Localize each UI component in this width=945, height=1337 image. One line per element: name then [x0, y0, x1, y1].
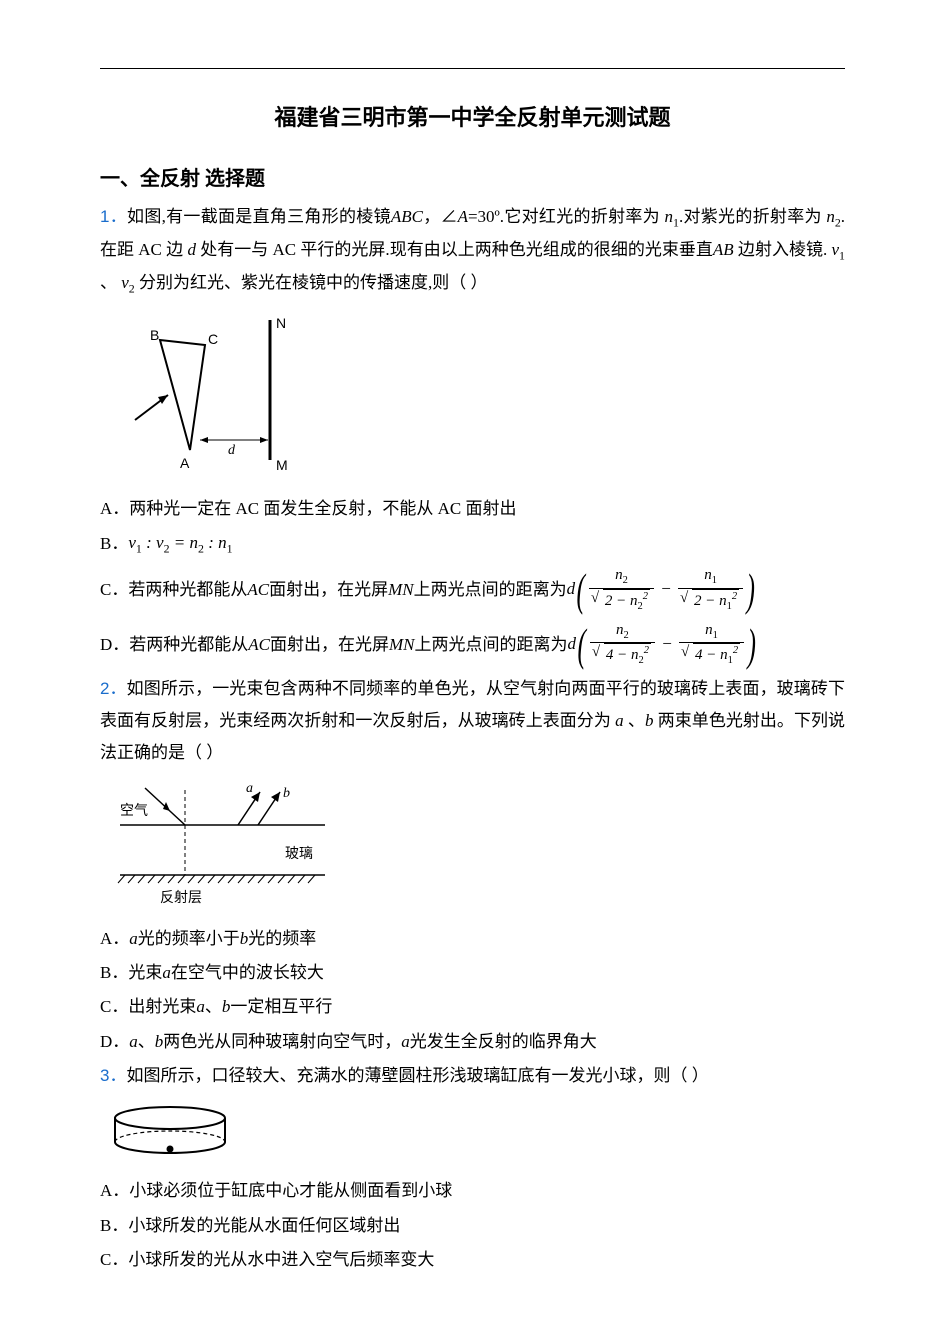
q2-part-b: 、 [624, 711, 645, 730]
q1-part-h: 、 [100, 273, 117, 292]
question-3-text: 3．如图所示，口径较大、充满水的薄壁圆柱形浅玻璃缸底有一发光小球，则（ ） [100, 1060, 845, 1092]
q1-optc-formula: d ( n2 2 − n22 − n1 2 − n12 ) [567, 566, 753, 614]
q2-fig-glass: 玻璃 [285, 845, 313, 862]
document-title: 福建省三明市第一中学全反射单元测试题 [100, 100, 845, 132]
q1-option-b: B． v1 : v2 = n2 : n1 [100, 527, 845, 560]
q1-fig-A: A [180, 455, 190, 471]
q1-number: 1． [100, 207, 127, 226]
question-1-text: 1．如图,有一截面是直角三角形的棱镜ABC，∠A=30º.它对红光的折射率为 n… [100, 201, 845, 300]
q1-option-d: D．若两种光都能从 AC 面射出，在光屏 MN 上两光点间的距离为 d ( n2… [100, 621, 845, 669]
q1-part-c: =30º.它对红光的折射率为 [468, 207, 660, 226]
q2-fig-air: 空气 [120, 803, 148, 819]
q1-optd-formula: d ( n2 4 − n22 − n1 4 − n12 ) [568, 621, 754, 669]
q2-option-b: B．光束 a 在空气中的波长较大 [100, 957, 845, 989]
q2-a: a [615, 711, 624, 730]
q1-prism-svg: N M B C A d [100, 310, 320, 480]
q2-glass-svg: a b 空气 玻璃 反射层 [100, 780, 340, 910]
q1-A: A [458, 207, 468, 226]
q1-part-f: 处有一与 AC 平行的光屏.现有由以上两种色光组成的很细的光束垂直 [196, 240, 713, 259]
section-heading: 一、全反射 选择题 [100, 162, 845, 191]
q1-figure: N M B C A d [100, 310, 845, 485]
q3-option-b: B．小球所发的光能从水面任何区域射出 [100, 1210, 845, 1242]
top-rule [100, 68, 845, 69]
q2-option-a: A． a 光的频率小于 b 光的频率 [100, 923, 845, 955]
q1-part-i: 分别为红光、紫光在棱镜中的传播速度,则（ ） [135, 273, 488, 292]
q1-option-a: A．两种光一定在 AC 面发生全反射，不能从 AC 面射出 [100, 493, 845, 525]
q2-fig-refl: 反射层 [160, 890, 202, 906]
q1-optb-formula: v1 : v2 = n2 : n1 [128, 527, 232, 560]
q1-fig-N: N [276, 315, 286, 331]
q3-figure [100, 1102, 845, 1167]
q3-number: 3． [100, 1066, 126, 1085]
q1-abc: ABC [391, 207, 423, 226]
q2-number: 2． [100, 679, 127, 698]
q2-option-d: D． a 、 b 两色光从同种玻璃射向空气时， a 光发生全反射的临界角大 [100, 1026, 845, 1058]
q3-option-a: A．小球必须位于缸底中心才能从侧面看到小球 [100, 1175, 845, 1207]
q1-part-d: .对紫光的折射率为 [679, 207, 822, 226]
q1-n2: n2 [826, 207, 840, 226]
q1-AB: AB [713, 240, 734, 259]
question-2-text: 2．如图所示，一光束包含两种不同频率的单色光，从空气射向两面平行的玻璃砖上表面，… [100, 673, 845, 770]
q1-n1: n1 [664, 207, 678, 226]
q1-part-b: ，∠ [423, 207, 458, 226]
q1-option-c: C．若两种光都能从 AC 面射出，在光屏 MN 上两光点间的距离为 d ( n2… [100, 566, 845, 614]
q2-fig-a: a [246, 781, 253, 796]
q2-fig-b: b [283, 786, 290, 801]
q1-fig-d: d [228, 443, 236, 458]
q1-part-g: 边射入棱镜. [734, 240, 828, 259]
q3-cylinder-svg [100, 1102, 250, 1162]
q1-v2: v2 [121, 273, 135, 292]
q2-option-c: C．出射光束 a 、 b 一定相互平行 [100, 991, 845, 1023]
q3-body: 如图所示，口径较大、充满水的薄壁圆柱形浅玻璃缸底有一发光小球，则（ ） [126, 1066, 708, 1085]
q1-fig-M: M [276, 457, 288, 473]
page: 福建省三明市第一中学全反射单元测试题 一、全反射 选择题 1．如图,有一截面是直… [0, 0, 945, 1337]
q1-part-a: 如图,有一截面是直角三角形的棱镜 [127, 207, 391, 226]
q3-option-c: C．小球所发的光从水中进入空气后频率变大 [100, 1244, 845, 1276]
q1-fig-C: C [208, 331, 218, 347]
q2-figure: a b 空气 玻璃 反射层 [100, 780, 845, 915]
q1-v1: v1 [832, 240, 846, 259]
q1-fig-B: B [150, 327, 159, 343]
q1-d: d [187, 240, 196, 259]
